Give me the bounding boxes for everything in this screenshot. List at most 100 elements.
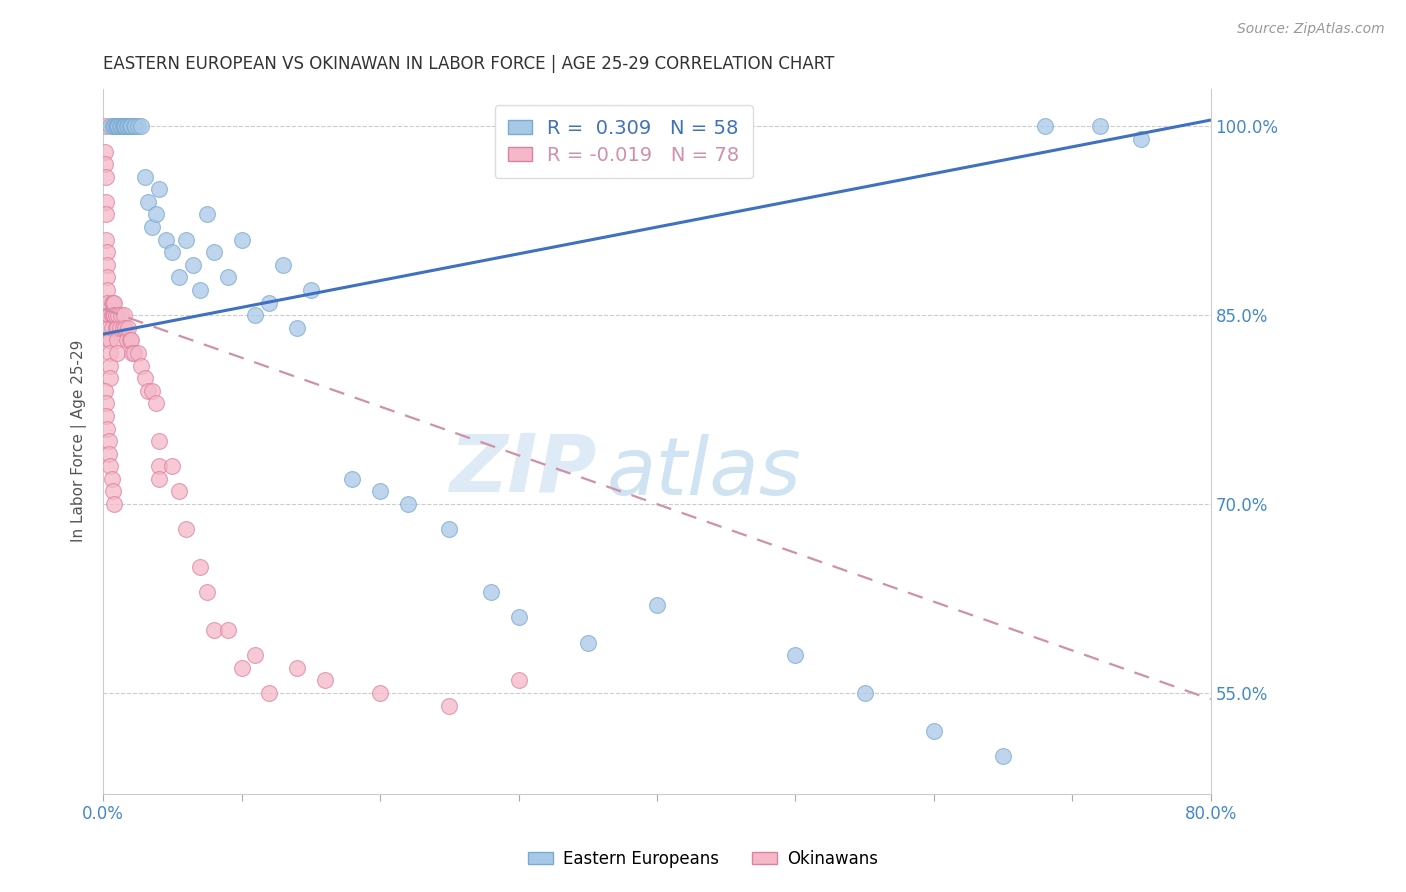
Point	[285, 321, 308, 335]
Point	[141, 220, 163, 235]
Point	[94, 409, 117, 423]
Point	[96, 258, 118, 272]
Point	[217, 270, 239, 285]
Text: EASTERN EUROPEAN VS OKINAWAN IN LABOR FORCE | AGE 25-29 CORRELATION CHART: EASTERN EUROPEAN VS OKINAWAN IN LABOR FO…	[103, 55, 835, 73]
Point	[162, 245, 184, 260]
Point	[94, 396, 117, 410]
Point	[118, 120, 141, 134]
Point	[259, 686, 281, 700]
Point	[368, 686, 391, 700]
Point	[162, 459, 184, 474]
Point	[115, 120, 138, 134]
Point	[174, 233, 197, 247]
Point	[111, 321, 134, 335]
Point	[122, 346, 145, 360]
Point	[98, 334, 121, 348]
Point	[145, 396, 167, 410]
Point	[96, 295, 118, 310]
Point	[202, 623, 225, 637]
Point	[100, 321, 122, 335]
Point	[1130, 132, 1153, 146]
Point	[104, 308, 127, 322]
Point	[129, 359, 152, 373]
Point	[217, 623, 239, 637]
Point	[112, 120, 135, 134]
Point	[188, 560, 211, 574]
Point	[98, 359, 121, 373]
Point	[96, 421, 118, 435]
Point	[368, 484, 391, 499]
Point	[107, 120, 129, 134]
Point	[110, 120, 132, 134]
Point	[1033, 120, 1056, 134]
Text: Source: ZipAtlas.com: Source: ZipAtlas.com	[1237, 22, 1385, 37]
Point	[94, 207, 117, 221]
Point	[104, 321, 127, 335]
Point	[181, 258, 204, 272]
Point	[148, 434, 170, 449]
Point	[100, 295, 122, 310]
Point	[97, 321, 120, 335]
Point	[195, 585, 218, 599]
Point	[105, 334, 128, 348]
Point	[508, 673, 530, 688]
Point	[134, 169, 156, 184]
Point	[103, 120, 125, 134]
Point	[245, 308, 267, 322]
Point	[645, 598, 668, 612]
Point	[105, 321, 128, 335]
Point	[96, 270, 118, 285]
Point	[108, 120, 131, 134]
Point	[94, 233, 117, 247]
Point	[112, 120, 135, 134]
Point	[127, 120, 149, 134]
Point	[479, 585, 502, 599]
Point	[97, 334, 120, 348]
Point	[120, 120, 142, 134]
Point	[120, 120, 142, 134]
Point	[100, 472, 122, 486]
Point	[129, 120, 152, 134]
Point	[114, 120, 136, 134]
Point	[439, 522, 461, 536]
Point	[169, 270, 191, 285]
Point	[299, 283, 322, 297]
Point	[104, 120, 127, 134]
Legend: Eastern Europeans, Okinawans: Eastern Europeans, Okinawans	[522, 844, 884, 875]
Point	[105, 120, 128, 134]
Point	[120, 334, 142, 348]
Point	[96, 245, 118, 260]
Point	[112, 308, 135, 322]
Point	[127, 346, 149, 360]
Point	[136, 384, 159, 398]
Point	[342, 472, 364, 486]
Point	[148, 472, 170, 486]
Point	[259, 295, 281, 310]
Point	[98, 459, 121, 474]
Point	[97, 308, 120, 322]
Point	[108, 321, 131, 335]
Point	[103, 497, 125, 511]
Point	[148, 459, 170, 474]
Point	[115, 334, 138, 348]
Point	[174, 522, 197, 536]
Point	[231, 661, 253, 675]
Point	[105, 346, 128, 360]
Point	[101, 120, 124, 134]
Point	[93, 157, 115, 171]
Point	[105, 120, 128, 134]
Point	[439, 698, 461, 713]
Legend: R =  0.309   N = 58, R = -0.019   N = 78: R = 0.309 N = 58, R = -0.019 N = 78	[495, 105, 752, 178]
Y-axis label: In Labor Force | Age 25-29: In Labor Force | Age 25-29	[72, 340, 87, 542]
Point	[97, 308, 120, 322]
Point	[122, 120, 145, 134]
Point	[285, 661, 308, 675]
Point	[155, 233, 177, 247]
Text: ZIP: ZIP	[449, 430, 596, 508]
Point	[271, 258, 294, 272]
Point	[396, 497, 419, 511]
Point	[188, 283, 211, 297]
Point	[853, 686, 876, 700]
Point	[93, 384, 115, 398]
Text: atlas: atlas	[607, 434, 801, 512]
